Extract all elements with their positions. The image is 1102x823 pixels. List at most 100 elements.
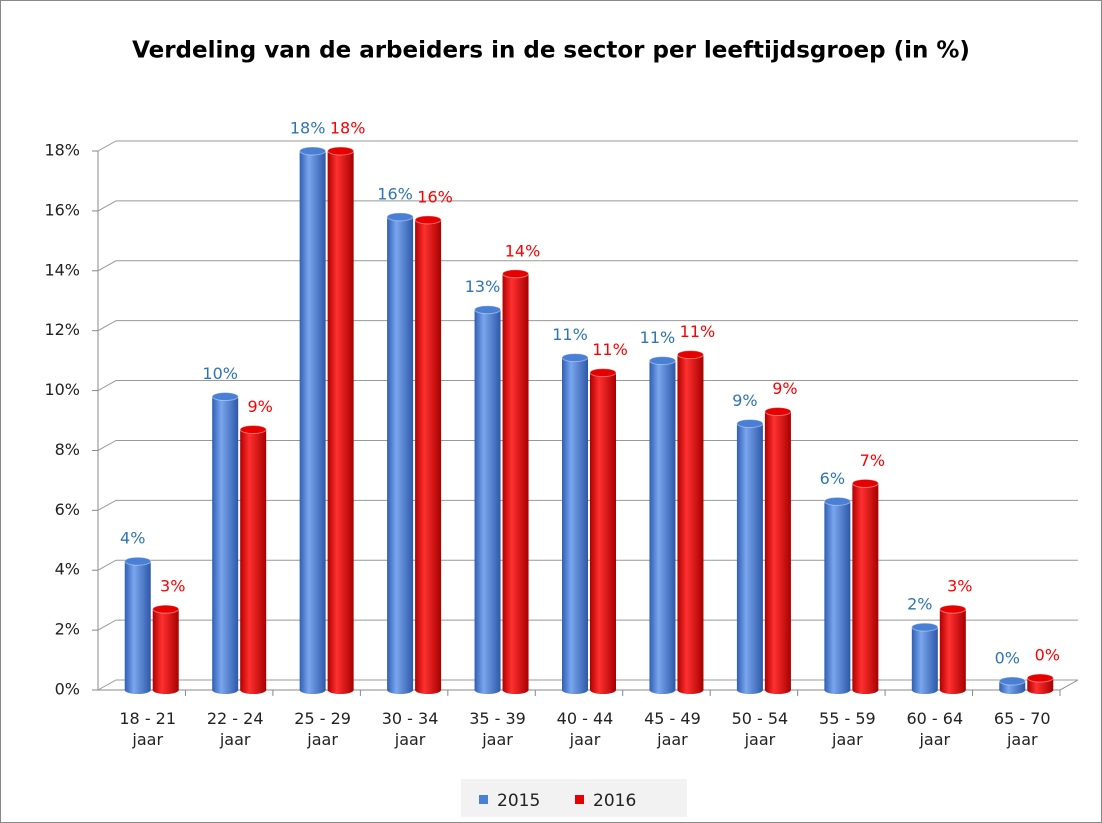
bar-base bbox=[327, 686, 354, 694]
x-tick-label: 25 - 29 jaar bbox=[294, 709, 351, 749]
bar-base bbox=[502, 686, 529, 694]
bar bbox=[474, 309, 501, 690]
bar-base bbox=[852, 686, 879, 694]
legend-swatch bbox=[575, 795, 584, 804]
data-label: 16% bbox=[377, 184, 413, 203]
bar bbox=[939, 609, 966, 690]
bar-cap bbox=[502, 269, 530, 279]
bar-cap bbox=[648, 356, 676, 366]
bar bbox=[124, 561, 151, 690]
legend-box bbox=[461, 779, 687, 817]
x-tick-label: 50 - 54 jaar bbox=[731, 709, 789, 749]
legend-label: 2016 bbox=[593, 791, 636, 811]
bar-cap bbox=[676, 350, 704, 360]
bar-base bbox=[677, 686, 704, 694]
chart-title: Verdeling van de arbeiders in de sector … bbox=[132, 38, 970, 64]
bar bbox=[212, 396, 239, 690]
bar-base bbox=[474, 686, 501, 694]
data-label: 9% bbox=[772, 379, 797, 398]
bar-base bbox=[649, 686, 676, 694]
bar-base bbox=[736, 686, 763, 694]
x-tick-label: 30 - 34 jaar bbox=[381, 709, 439, 749]
bar bbox=[240, 429, 267, 690]
bar bbox=[911, 627, 938, 690]
bar-base bbox=[590, 686, 616, 694]
x-tick-label: 18 - 21 jaar bbox=[119, 709, 177, 749]
bar-base bbox=[387, 686, 414, 694]
bar-base bbox=[152, 686, 179, 694]
x-tick-label: 65 - 70 jaar bbox=[993, 709, 1051, 749]
y-tick-label: 6% bbox=[55, 500, 80, 519]
data-label: 3% bbox=[947, 577, 972, 596]
data-label: 11% bbox=[592, 340, 628, 359]
bar-cap bbox=[327, 146, 355, 156]
data-label: 7% bbox=[860, 451, 885, 470]
bar bbox=[590, 372, 616, 690]
x-tick-label: 40 - 44 jaar bbox=[556, 709, 614, 749]
bar-cap bbox=[1026, 673, 1054, 683]
data-label: 11% bbox=[552, 325, 588, 344]
bar-cap bbox=[414, 215, 442, 225]
x-tick-label: 45 - 49 jaar bbox=[644, 709, 701, 749]
y-tick-label: 14% bbox=[44, 260, 80, 279]
legend-label: 2015 bbox=[497, 791, 540, 811]
data-label: 6% bbox=[820, 469, 845, 488]
data-label: 11% bbox=[680, 322, 716, 341]
bar-cap bbox=[152, 604, 180, 614]
bar-base bbox=[824, 686, 851, 694]
bar bbox=[736, 423, 763, 690]
y-tick-label: 16% bbox=[44, 200, 80, 219]
bar-base bbox=[911, 686, 938, 694]
bar bbox=[152, 609, 179, 690]
data-label: 4% bbox=[120, 529, 145, 548]
grid-line bbox=[97, 200, 1078, 212]
y-tick-label: 12% bbox=[44, 320, 80, 339]
x-tick-label: 35 - 39 jaar bbox=[469, 709, 526, 749]
data-label: 14% bbox=[505, 241, 541, 260]
data-label: 2% bbox=[907, 595, 932, 614]
bar-cap bbox=[124, 556, 152, 566]
bar-cap bbox=[911, 622, 939, 632]
bar bbox=[415, 219, 442, 690]
bar bbox=[677, 354, 704, 690]
bar-cap bbox=[851, 478, 879, 488]
y-tick-label: 8% bbox=[55, 440, 80, 459]
bar-cap bbox=[211, 392, 239, 402]
bar-base bbox=[764, 686, 791, 694]
bar-cap bbox=[764, 407, 792, 417]
bar-cap bbox=[386, 212, 414, 222]
bar bbox=[299, 151, 326, 690]
bar-cap bbox=[823, 496, 851, 506]
bar-cap bbox=[589, 368, 617, 378]
bar bbox=[999, 681, 1026, 690]
grid-line bbox=[97, 260, 1078, 272]
data-label: 16% bbox=[417, 187, 453, 206]
bar bbox=[327, 151, 354, 690]
bar-base bbox=[999, 686, 1026, 694]
y-tick-label: 18% bbox=[44, 141, 80, 160]
bar bbox=[649, 360, 676, 690]
data-label: 18% bbox=[290, 119, 326, 138]
bar bbox=[502, 273, 529, 690]
bar-base bbox=[939, 686, 966, 694]
y-tick-label: 2% bbox=[55, 620, 80, 639]
grid-line bbox=[97, 140, 1078, 152]
bar-base bbox=[562, 686, 588, 694]
data-label: 13% bbox=[465, 277, 501, 296]
data-label: 9% bbox=[247, 397, 272, 416]
x-tick-label: 22 - 24 jaar bbox=[206, 709, 264, 749]
y-tick-label: 4% bbox=[55, 560, 80, 579]
bar-base bbox=[240, 686, 267, 694]
data-label: 3% bbox=[160, 577, 185, 596]
bar-cap bbox=[736, 418, 764, 428]
bar bbox=[387, 216, 414, 690]
bar bbox=[562, 357, 588, 690]
data-label: 9% bbox=[732, 391, 757, 410]
data-label: 11% bbox=[640, 328, 676, 347]
data-label: 0% bbox=[1035, 646, 1060, 665]
data-label: 10% bbox=[202, 364, 238, 383]
bar-base bbox=[124, 686, 151, 694]
bar-cap bbox=[299, 146, 327, 156]
